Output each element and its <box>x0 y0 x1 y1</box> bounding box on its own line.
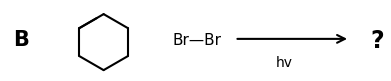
Text: B: B <box>14 31 29 50</box>
Text: hv: hv <box>276 56 293 70</box>
Text: Br—Br: Br—Br <box>173 33 222 48</box>
Text: ?: ? <box>371 29 384 52</box>
